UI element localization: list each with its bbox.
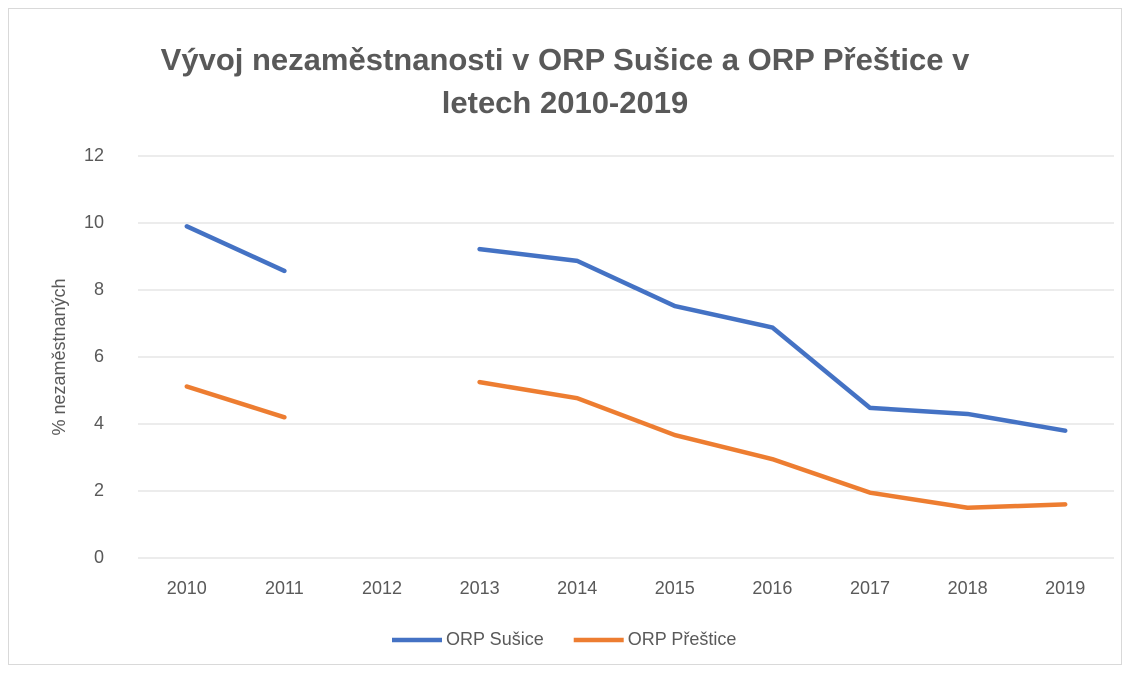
chart-border: [8, 8, 1122, 665]
legend-label: ORP Přeštice: [628, 629, 737, 649]
x-tick-label: 2019: [1045, 578, 1085, 598]
x-tick-label: 2011: [265, 578, 304, 598]
y-axis-label: % nezaměstnaných: [49, 278, 69, 435]
x-tick-label: 2018: [948, 578, 988, 598]
y-tick-label: 4: [94, 413, 104, 433]
x-tick-label: 2010: [167, 578, 207, 598]
line-series: [184, 379, 1068, 510]
x-tick-label: 2014: [557, 578, 597, 598]
chart-title: Vývoj nezaměstnanosti v ORP Sušice a ORP…: [160, 42, 970, 120]
y-tick-label: 10: [84, 212, 104, 232]
y-tick-label: 8: [94, 279, 104, 299]
y-tick-label: 6: [94, 346, 104, 366]
line-series: [184, 224, 1068, 433]
y-tick-label: 0: [94, 547, 104, 567]
x-tick-label: 2015: [655, 578, 695, 598]
legend-label: ORP Sušice: [446, 629, 544, 649]
x-tick-label: 2013: [460, 578, 500, 598]
x-tick-label: 2012: [362, 578, 402, 598]
x-tick-label: 2016: [752, 578, 792, 598]
x-tick-label: 2017: [850, 578, 890, 598]
y-tick-label: 12: [84, 145, 104, 165]
y-tick-label: 2: [94, 480, 104, 500]
